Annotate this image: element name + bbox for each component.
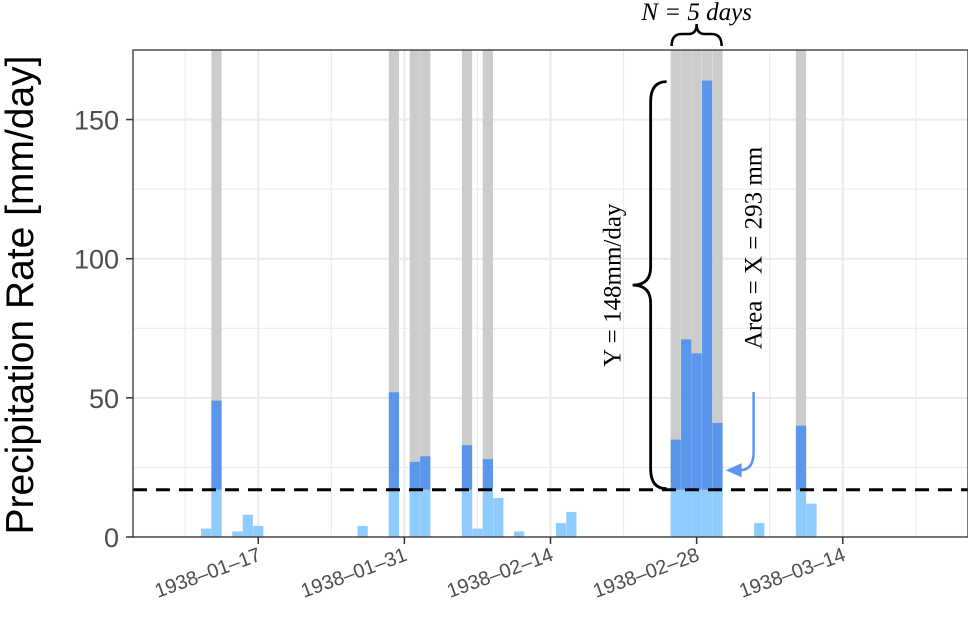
bar-below-threshold — [461, 489, 473, 537]
bar-below-threshold — [232, 531, 243, 537]
intensity-annotation: Y = 148mm/day — [600, 80, 667, 491]
area-arrowhead — [725, 463, 742, 478]
bar-below-threshold — [200, 528, 212, 537]
exceedance-band — [461, 50, 473, 537]
bar-above-threshold — [388, 392, 400, 490]
x-tick-label: 1938–01–31 — [298, 544, 410, 603]
bar-above-threshold — [211, 400, 222, 490]
bar-below-threshold — [409, 489, 420, 537]
y-axis-label: Precipitation Rate [mm/day] — [0, 55, 42, 534]
exceedance-band — [482, 50, 493, 537]
duration-brace — [670, 23, 723, 47]
x-tick-label: 1938–02–28 — [590, 544, 702, 603]
bars — [200, 80, 817, 537]
bar-above-threshold — [701, 80, 713, 490]
bar-below-threshold — [806, 503, 817, 537]
exceedance-band — [712, 50, 723, 537]
intensity-brace — [632, 80, 667, 491]
y-tick-label: 0 — [104, 523, 119, 553]
bar-below-threshold — [357, 525, 368, 537]
grid — [133, 49, 968, 539]
bar-below-threshold — [691, 489, 702, 537]
exceedance-bands — [211, 50, 807, 537]
bar-below-threshold — [388, 489, 400, 537]
bar-below-threshold — [472, 528, 483, 537]
exceedance-band — [211, 50, 222, 537]
bar-below-threshold — [242, 514, 253, 537]
area-annotation: Area = X = 293 mm — [725, 146, 768, 478]
exceedance-band — [691, 50, 702, 537]
bar-below-threshold — [795, 489, 807, 537]
bar-below-threshold — [754, 523, 765, 537]
y-tick-label: 50 — [89, 384, 119, 414]
duration-label: N = 5 days — [640, 0, 752, 26]
bar-below-threshold — [420, 489, 431, 537]
bar-above-threshold — [482, 459, 493, 490]
bar-below-threshold — [253, 525, 264, 537]
y-tick-label: 100 — [74, 245, 119, 275]
bar-above-threshold — [795, 425, 807, 490]
bar-above-threshold — [409, 461, 420, 490]
exceedance-band — [670, 50, 681, 537]
bar-below-threshold — [670, 489, 681, 537]
bar-below-threshold — [211, 489, 222, 537]
duration-annotation: N = 5 days — [640, 0, 752, 47]
bar-above-threshold — [420, 456, 431, 490]
x-tick-label: 1938–02–14 — [444, 544, 556, 603]
x-tick-label: 1938–01–17 — [152, 544, 264, 603]
bar-below-threshold — [482, 489, 493, 537]
bar-above-threshold — [670, 439, 681, 490]
bar-above-threshold — [461, 445, 473, 490]
bar-below-threshold — [712, 489, 723, 537]
exceedance-band — [681, 50, 692, 537]
area-arrow — [739, 392, 755, 472]
exceedance-band — [420, 50, 431, 537]
bar-below-threshold — [555, 523, 567, 537]
bar-below-threshold — [566, 511, 577, 537]
bar-above-threshold — [691, 353, 702, 490]
bar-above-threshold — [681, 339, 692, 490]
y-ticks: 0 50 100 150 — [74, 106, 133, 553]
x-ticks: 1938–01–17 1938–01–31 1938–02–14 1938–02–28… — [152, 537, 848, 603]
bar-below-threshold — [701, 489, 713, 537]
intensity-label: Y = 148mm/day — [600, 203, 627, 367]
bar-below-threshold — [493, 498, 504, 537]
y-tick-label: 150 — [74, 106, 119, 136]
bar-below-threshold — [681, 489, 692, 537]
bar-above-threshold — [712, 422, 723, 490]
area-label: Area = X = 293 mm — [741, 146, 768, 349]
bar-below-threshold — [514, 531, 525, 537]
exceedance-band — [795, 50, 807, 537]
x-tick-label: 1938–03–14 — [736, 544, 848, 603]
exceedance-band — [388, 50, 400, 537]
exceedance-band — [409, 50, 420, 537]
